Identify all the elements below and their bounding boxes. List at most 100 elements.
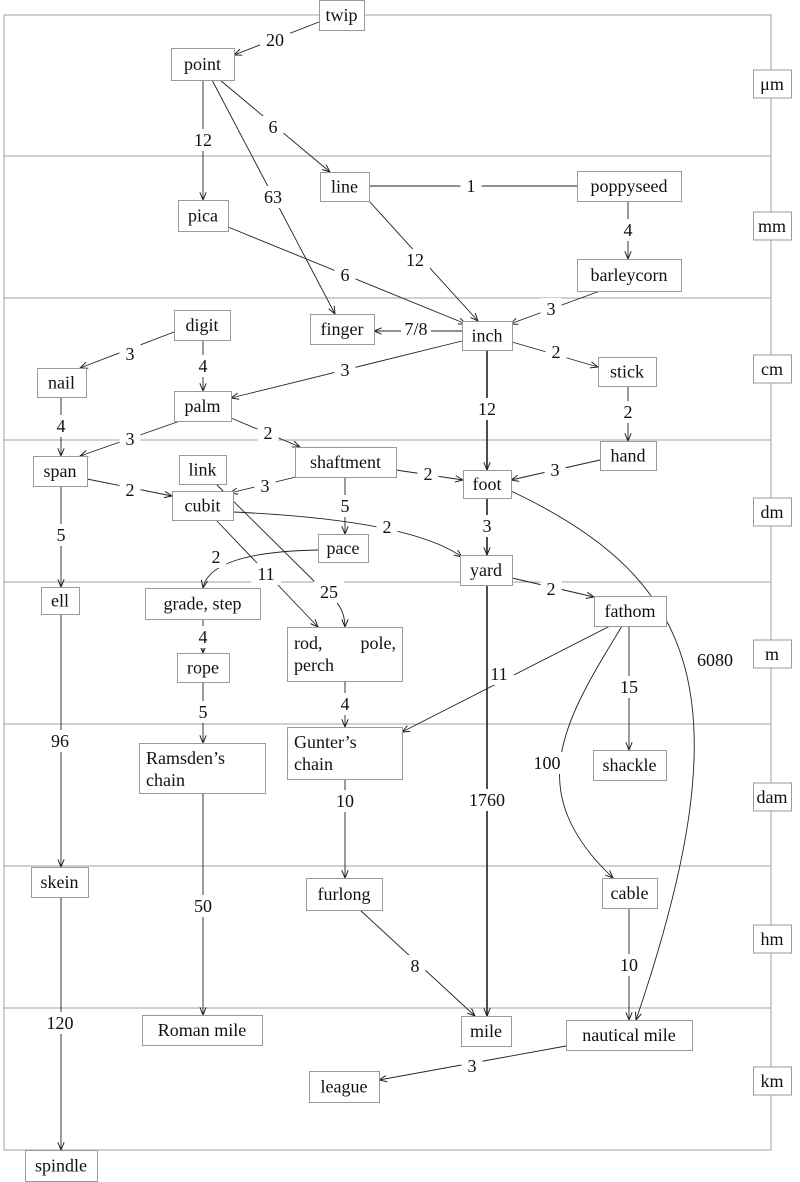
node-label: pole, bbox=[361, 633, 397, 653]
scale-label-5: dam bbox=[753, 782, 792, 812]
node-label: stick bbox=[610, 362, 644, 382]
edge-label-bg bbox=[40, 1012, 80, 1034]
node-rope: rope bbox=[177, 653, 230, 683]
node-pace: pace bbox=[318, 534, 369, 563]
node-label: fathom bbox=[605, 601, 656, 621]
scale-label-text: km bbox=[760, 1071, 783, 1091]
scale-label-3: dm bbox=[753, 497, 792, 527]
edge-label: 10 bbox=[620, 955, 638, 975]
edge-label: 4 bbox=[57, 416, 66, 436]
node-label: Ramsden’s bbox=[146, 748, 225, 768]
edge-label-bg bbox=[400, 249, 430, 271]
edge-label-bg bbox=[545, 341, 567, 363]
edge-label: 4 bbox=[199, 356, 208, 376]
node-label: shaftment bbox=[310, 452, 381, 472]
edge-label-bg bbox=[45, 730, 75, 752]
edge-label: 2 bbox=[212, 547, 221, 567]
scale-label-text: mm bbox=[758, 216, 786, 236]
node-label: barleycorn bbox=[591, 265, 668, 285]
scale-label-text: hm bbox=[760, 929, 783, 949]
edge-label: 3 bbox=[126, 429, 135, 449]
edge-label-bg bbox=[417, 463, 439, 485]
edge-label: 2 bbox=[126, 480, 135, 500]
edge-label-bg bbox=[188, 895, 218, 917]
node-rod: rod, pole, perch bbox=[287, 627, 403, 682]
edge-label-bg bbox=[192, 355, 214, 377]
node-ell: ell bbox=[41, 587, 80, 615]
node-spindle: spindle bbox=[25, 1150, 98, 1182]
node-link: link bbox=[179, 455, 227, 485]
edge-label-bg bbox=[334, 359, 356, 381]
edge-label: 12 bbox=[478, 399, 496, 419]
edge-label-bg bbox=[484, 663, 514, 685]
node-skein: skein bbox=[31, 867, 89, 898]
edge-label: 3 bbox=[551, 460, 560, 480]
node-furlong: furlong bbox=[306, 878, 383, 911]
edge-label-bg bbox=[119, 479, 141, 501]
node-poppyseed: poppyseed bbox=[577, 171, 682, 202]
node-pica: pica bbox=[178, 200, 229, 232]
edge-label: 5 bbox=[341, 496, 350, 516]
node-label: twip bbox=[325, 5, 357, 25]
edge-pace-to-grade bbox=[203, 549, 319, 588]
node-label: poppyseed bbox=[591, 176, 668, 196]
edge-label-bg bbox=[205, 546, 227, 568]
edge-label-bg bbox=[614, 676, 644, 698]
edge-label: 2 bbox=[383, 517, 392, 537]
edge-label: 15 bbox=[620, 677, 638, 697]
edge-label-bg bbox=[334, 264, 356, 286]
node-point: point bbox=[171, 48, 235, 81]
edge-label: 20 bbox=[266, 30, 284, 50]
node-span: span bbox=[33, 456, 88, 487]
node-label: inch bbox=[472, 326, 503, 346]
edge-foot-to-nautical_mile bbox=[510, 490, 695, 1020]
edge-label: 4 bbox=[341, 694, 350, 714]
edge-label: 3 bbox=[341, 360, 350, 380]
node-shackle: shackle bbox=[593, 750, 667, 781]
node-finger: finger bbox=[310, 314, 375, 345]
node-label: spindle bbox=[35, 1156, 87, 1176]
edge-label: 2 bbox=[424, 464, 433, 484]
edge-label-bg bbox=[119, 343, 141, 365]
node-label: rope bbox=[187, 658, 219, 678]
edge-label: 2 bbox=[547, 579, 556, 599]
node-yard: yard bbox=[460, 555, 513, 586]
scale-label-text: dam bbox=[757, 787, 788, 807]
edge-label-bg bbox=[314, 581, 344, 603]
edge-label-bg bbox=[617, 401, 639, 423]
node-label: digit bbox=[185, 315, 218, 335]
node-shaftment: shaftment bbox=[295, 447, 397, 478]
scale-label-1: mm bbox=[753, 211, 792, 241]
node-mile: mile bbox=[461, 1016, 512, 1047]
edge-label-bg bbox=[461, 1055, 483, 1077]
edge-label: 2 bbox=[264, 423, 273, 443]
node-league: league bbox=[309, 1071, 380, 1103]
node-label: point bbox=[184, 54, 221, 74]
node-barleycorn: barleycorn bbox=[577, 259, 682, 292]
edge-label-bg bbox=[257, 422, 279, 444]
edge-label-bg bbox=[476, 515, 498, 537]
scale-label-0: μm bbox=[753, 69, 792, 99]
edge-label: 1 bbox=[467, 176, 476, 196]
edge-label-bg bbox=[617, 219, 639, 241]
edge-label-bg bbox=[527, 752, 567, 774]
edge-label-bg bbox=[188, 129, 218, 151]
scale-label-text: dm bbox=[760, 502, 783, 522]
edge-label-bg bbox=[119, 428, 141, 450]
edge-label: 50 bbox=[194, 896, 212, 916]
node-nautical-mile: nautical mile bbox=[566, 1020, 693, 1051]
node-label: span bbox=[44, 461, 77, 481]
edge-label-bg bbox=[691, 649, 739, 671]
edge-label: 1760 bbox=[469, 790, 505, 810]
edge-label-bg bbox=[192, 701, 214, 723]
node-label: cubit bbox=[185, 496, 221, 516]
edge-label-bg bbox=[251, 563, 281, 585]
node-label: Gunter’s bbox=[294, 732, 357, 752]
scale-label-text: m bbox=[765, 644, 779, 664]
edge-label: 5 bbox=[57, 525, 66, 545]
scale-label-2: cm bbox=[753, 354, 792, 384]
edge-label: 7/8 bbox=[404, 319, 427, 339]
node-label: rod, bbox=[294, 633, 323, 653]
node-fathom: fathom bbox=[594, 596, 667, 627]
edge-label-bg bbox=[460, 175, 482, 197]
